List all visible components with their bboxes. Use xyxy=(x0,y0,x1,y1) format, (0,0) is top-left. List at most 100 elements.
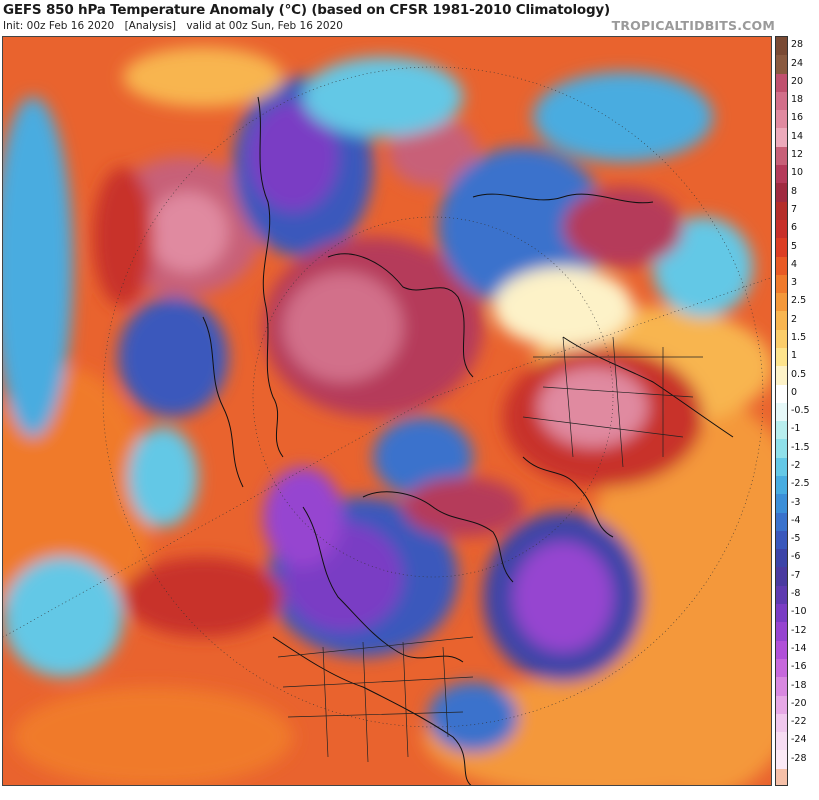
colorbar-swatch xyxy=(776,494,787,514)
analysis-tag: [Analysis] xyxy=(124,20,177,32)
colorbar-tick-label: 4 xyxy=(791,258,798,270)
map-canvas xyxy=(3,37,771,785)
colorbar-swatch xyxy=(776,457,787,477)
colorbar-tick-label: 2 xyxy=(791,313,798,325)
colorbar-swatch xyxy=(776,768,787,785)
colorbar-tick-label: -0.5 xyxy=(791,405,810,417)
colorbar-tick-label: -12 xyxy=(791,624,807,636)
colorbar-labels: 28 24 20 18 16 14 12 10 8 7 6 5 4 3 2.5 2 1.5 1 0.5 0 -0.5 -1… xyxy=(791,36,819,786)
colorbar-tick-label: 24 xyxy=(791,57,804,69)
colorbar-swatch xyxy=(776,567,787,587)
colorbar-tick-label: 14 xyxy=(791,130,804,142)
colorbar-tick-label: -4 xyxy=(791,514,801,526)
colorbar-swatch xyxy=(776,183,787,203)
colorbar-tick-label: 6 xyxy=(791,222,798,234)
colorbar-swatch xyxy=(776,73,787,93)
colorbar-tick-label: 1 xyxy=(791,350,798,362)
colorbar-tick-label: 1.5 xyxy=(791,331,807,343)
colorbar-swatch xyxy=(776,91,787,111)
colorbar-swatch xyxy=(776,732,787,751)
colorbar-swatch xyxy=(776,530,787,550)
colorbar-swatch xyxy=(776,293,787,312)
colorbar-tick-label: -2.5 xyxy=(791,478,810,490)
greenland-cold-anomaly xyxy=(373,417,473,497)
colorbar-swatch xyxy=(776,110,787,129)
colorbar-tick-label: 0.5 xyxy=(791,368,807,380)
colorbar-swatch xyxy=(776,750,787,770)
colorbar-swatch xyxy=(776,585,787,605)
colorbar xyxy=(775,36,788,786)
colorbar-swatch xyxy=(776,366,787,386)
colorbar-tick-label: -14 xyxy=(791,642,807,654)
site-brand: TROPICALTIDBITS.COM xyxy=(611,18,775,33)
colorbar-tick-label: 16 xyxy=(791,112,804,124)
colorbar-tick-label: -1 xyxy=(791,423,801,435)
colorbar-swatch xyxy=(776,421,787,440)
colorbar-swatch xyxy=(776,219,787,239)
colorbar-swatch xyxy=(776,37,787,56)
colorbar-swatch xyxy=(776,439,787,459)
colorbar-tick-label: 5 xyxy=(791,240,798,252)
southeast-us-cold-anomaly xyxy=(428,682,518,752)
colorbar-tick-label: -5 xyxy=(791,533,801,545)
pacific-warm-band xyxy=(123,557,283,637)
colorbar-tick-label: 0 xyxy=(791,386,798,398)
colorbar-swatch xyxy=(776,512,787,532)
colorbar-swatch xyxy=(776,201,787,221)
colorbar-tick-label: -1.5 xyxy=(791,441,810,453)
colorbar-swatch xyxy=(776,128,787,148)
colorbar-swatch xyxy=(776,384,787,404)
graticule xyxy=(3,66,771,728)
run-info: Init: 00z Feb 16 2020 [Analysis] valid a… xyxy=(3,20,563,32)
anomaly-map xyxy=(2,36,772,786)
anomaly-field xyxy=(3,47,771,785)
colorbar-tick-label: -7 xyxy=(791,569,801,581)
colorbar-tick-label: 2.5 xyxy=(791,295,807,307)
colorbar-tick-label: 18 xyxy=(791,94,804,106)
colorbar-swatch xyxy=(776,549,787,568)
coastlines xyxy=(202,96,734,785)
colorbar-tick-label: -20 xyxy=(791,697,807,709)
colorbar-tick-label: -18 xyxy=(791,679,807,691)
colorbar-swatch xyxy=(776,677,787,697)
colorbar-swatch xyxy=(776,55,787,75)
colorbar-tick-label: 20 xyxy=(791,75,804,87)
colorbar-tick-label: 28 xyxy=(791,39,804,51)
colorbar-tick-label: -22 xyxy=(791,716,807,728)
chart-title: GEFS 850 hPa Temperature Anomaly (°C) (b… xyxy=(3,2,611,18)
colorbar-tick-label: 8 xyxy=(791,185,798,197)
western-russia-warm-anomaly xyxy=(563,187,683,267)
colorbar-swatch xyxy=(776,713,787,733)
colorbar-swatch xyxy=(776,347,787,367)
colorbar-swatch xyxy=(776,165,787,184)
valid-time: valid at 00z Sun, Feb 16 2020 xyxy=(186,20,343,32)
colorbar-swatch xyxy=(776,476,787,495)
colorbar-swatch xyxy=(776,256,787,276)
colorbar-swatch xyxy=(776,329,787,349)
colorbar-tick-label: -2 xyxy=(791,460,801,472)
colorbar-swatch xyxy=(776,640,787,660)
colorbar-tick-label: -3 xyxy=(791,496,801,508)
colorbar-tick-label: 10 xyxy=(791,167,804,179)
colorbar-tick-label: 3 xyxy=(791,277,798,289)
colorbar-tick-label: 12 xyxy=(791,149,804,161)
colorbar-swatch xyxy=(776,238,787,257)
colorbar-swatch xyxy=(776,274,787,294)
colorbar-swatch xyxy=(776,311,787,331)
colorbar-tick-label: -16 xyxy=(791,661,807,673)
colorbar-swatch xyxy=(776,695,787,715)
political-boundaries xyxy=(277,336,703,763)
colorbar-swatch xyxy=(776,658,787,678)
north-pacific-cold-anomaly xyxy=(3,97,73,437)
colorbar-tick-label: -8 xyxy=(791,588,801,600)
colorbar-tick-label: -10 xyxy=(791,606,807,618)
colorbar-tick-label: -6 xyxy=(791,551,801,563)
init-time: Init: 00z Feb 16 2020 xyxy=(3,20,115,32)
colorbar-swatch xyxy=(776,402,787,422)
colorbar-tick-label: 7 xyxy=(791,203,798,215)
colorbar-swatch xyxy=(776,622,787,642)
colorbar-swatch xyxy=(776,604,787,623)
colorbar-tick-label: -28 xyxy=(791,752,807,764)
scandinavia-russia-cold-anomaly xyxy=(438,147,608,307)
colorbar-tick-label: -24 xyxy=(791,734,807,746)
